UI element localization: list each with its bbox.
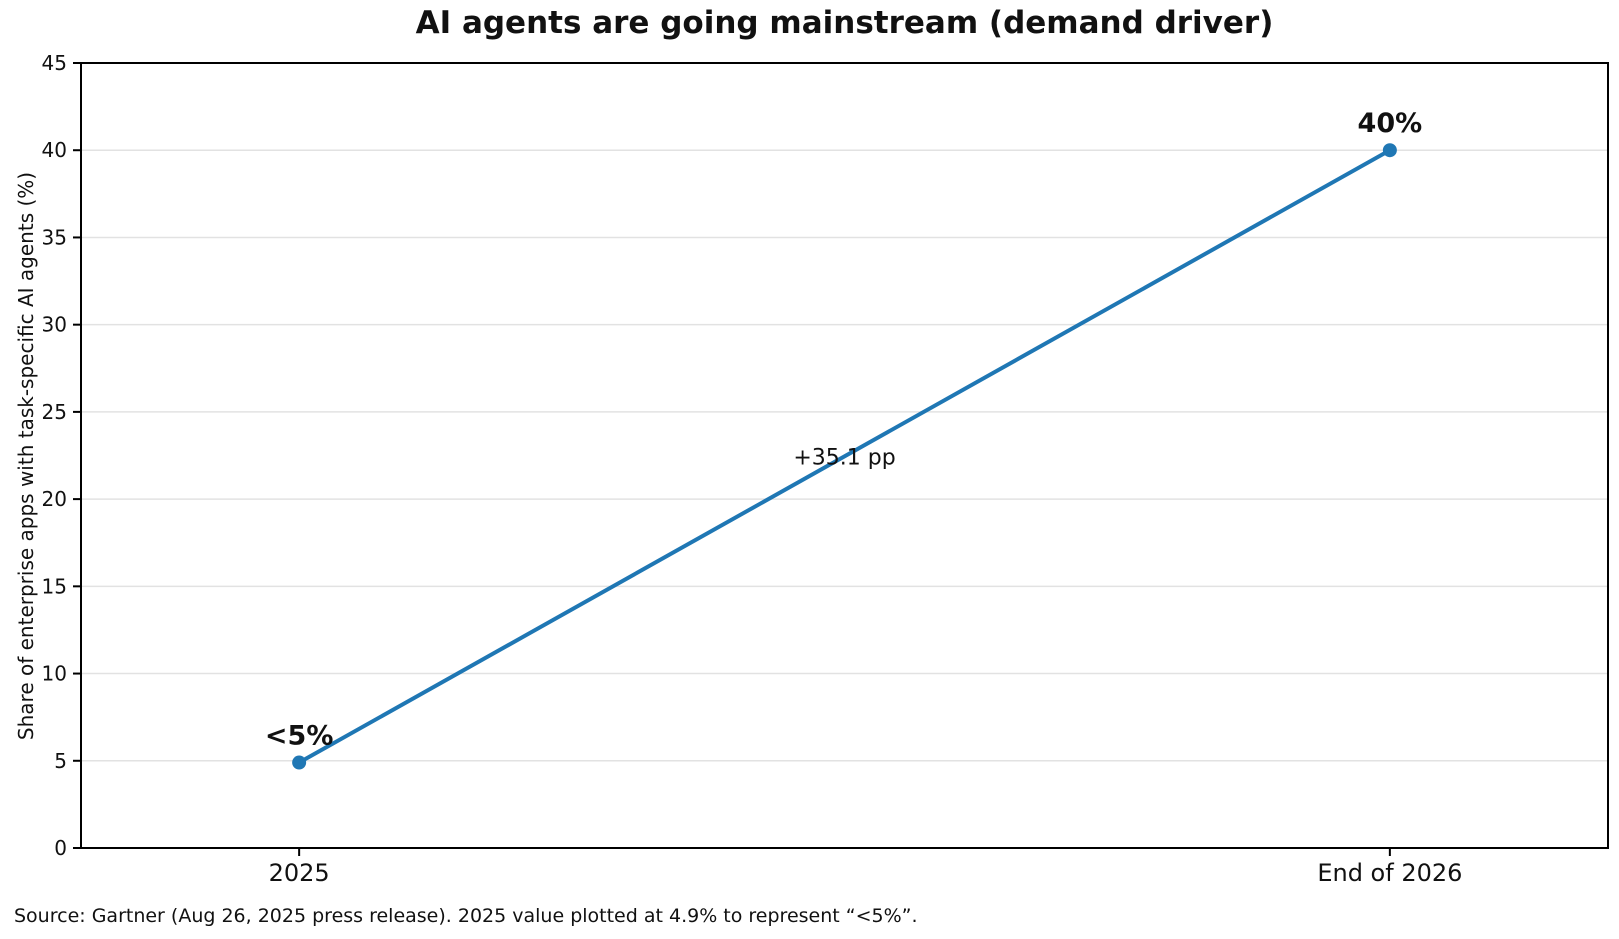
y-tick-label: 45 [42, 51, 67, 75]
data-point [1382, 143, 1397, 158]
y-tick-label: 25 [42, 400, 67, 424]
y-tick-label: 10 [42, 662, 67, 686]
y-tick-label: 40 [42, 138, 67, 162]
data-point [292, 755, 307, 770]
chart-title: AI agents are going mainstream (demand d… [415, 5, 1274, 41]
source-note: Source: Gartner (Aug 26, 2025 press rele… [14, 905, 918, 927]
point-label: <5% [265, 721, 333, 752]
plot-frame [80, 62, 1609, 849]
y-tick-label: 20 [42, 487, 67, 511]
data-line [297, 148, 1392, 765]
midpoint-annotation: +35.1 pp [793, 445, 895, 470]
y-tick-label: 0 [54, 836, 67, 860]
x-tick-label: End of 2026 [1317, 859, 1462, 887]
y-tick-label: 15 [42, 574, 67, 598]
x-tick-label: 2025 [269, 859, 330, 887]
y-tick-label: 30 [42, 313, 67, 337]
y-tick-label: 5 [54, 749, 67, 773]
point-label: 40% [1358, 108, 1423, 139]
y-tick-label: 35 [42, 225, 67, 249]
